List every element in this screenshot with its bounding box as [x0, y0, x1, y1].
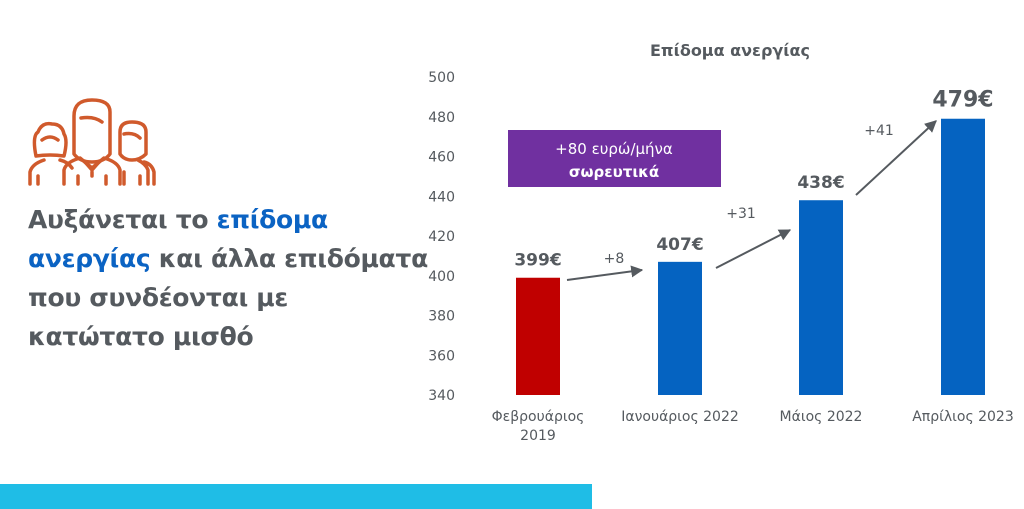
- bar: [941, 118, 985, 396]
- x-tick-label: Μάιος 2022: [780, 409, 863, 425]
- data-label: 399€: [514, 251, 561, 271]
- bottom-accent-bar: [0, 484, 592, 509]
- increment-label: +31: [726, 206, 756, 222]
- headline-highlight: επίδομα ανεργίας: [28, 205, 328, 273]
- y-tick-label: 400: [428, 269, 455, 285]
- y-tick-label: 460: [428, 150, 455, 166]
- data-label: 438€: [797, 173, 844, 193]
- x-tick-label: Φεβρουάριος: [492, 409, 585, 425]
- callout-background: [508, 130, 721, 187]
- chart-title: Επίδομα ανεργίας: [650, 41, 810, 60]
- headline-part1: Αυξάνεται το: [28, 205, 217, 234]
- y-tick-label: 360: [428, 348, 455, 364]
- bar: [516, 277, 560, 395]
- bar: [799, 200, 843, 395]
- increment-arrow: [855, 120, 937, 196]
- x-tick-label: Απρίλιος 2023: [912, 409, 1014, 425]
- y-tick-label: 380: [428, 309, 455, 325]
- headline: Αυξάνεται το επίδομα ανεργίας και άλλα ε…: [28, 200, 428, 356]
- callout-line2: σωρευτικά: [569, 163, 659, 181]
- data-label: 479€: [932, 88, 993, 113]
- y-tick-label: 500: [428, 70, 455, 86]
- increment-arrow: [566, 265, 644, 281]
- x-tick-label: Ιανουάριος 2022: [621, 409, 739, 425]
- callout-box: +80 ευρώ/μήνα σωρευτικά: [508, 130, 721, 187]
- increment-label: +8: [604, 251, 625, 267]
- bar: [658, 261, 702, 395]
- y-tick-label: 420: [428, 229, 455, 245]
- increment-label: +41: [864, 123, 894, 139]
- callout-line1: +80 ευρώ/μήνα: [555, 140, 673, 158]
- y-tick-label: 440: [428, 189, 455, 205]
- y-tick-label: 340: [428, 388, 455, 404]
- x-tick-label: 2019: [520, 428, 556, 444]
- people-group-icon: [28, 96, 156, 188]
- y-tick-label: 480: [428, 110, 455, 126]
- increment-arrow: [715, 229, 792, 269]
- data-label: 407€: [656, 235, 703, 255]
- headline-part2: και άλλα επιδόματα που συνδέονται με κατ…: [28, 244, 428, 351]
